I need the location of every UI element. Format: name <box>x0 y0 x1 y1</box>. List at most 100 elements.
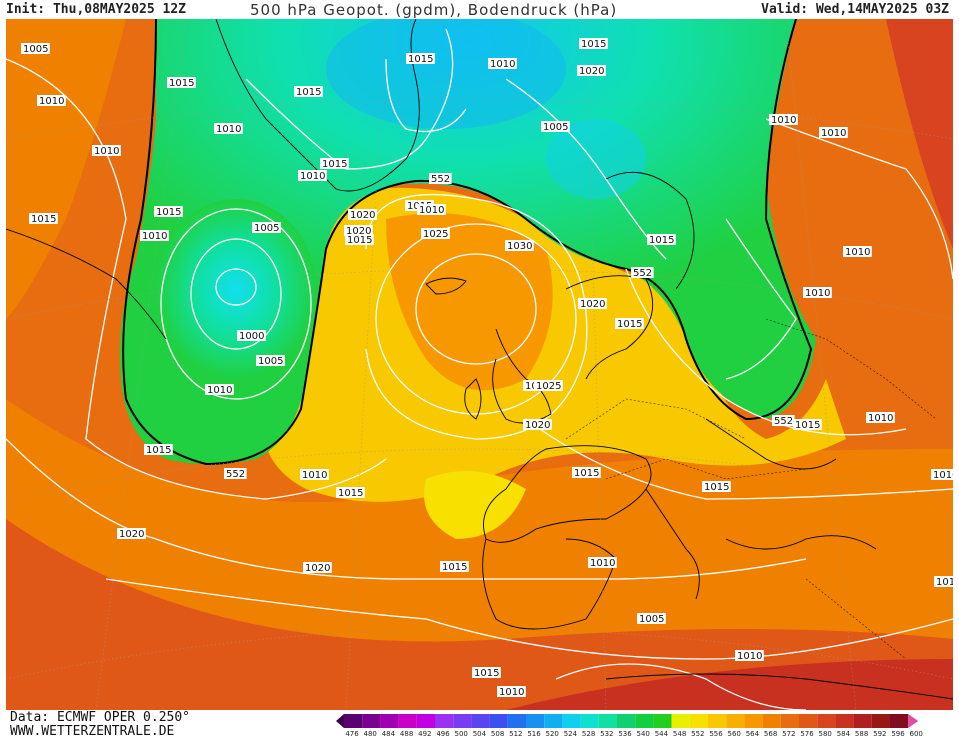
isobar-label: 1010 <box>216 124 241 135</box>
scale-swatch <box>398 714 417 728</box>
scale-tick-label: 532 <box>600 730 614 738</box>
scale-swatch <box>507 714 526 728</box>
scale-tick-label: 512 <box>509 730 523 738</box>
contour-label-552: 552 <box>226 469 245 480</box>
scale-swatch <box>744 714 763 728</box>
scale-swatch <box>362 714 381 728</box>
isobar-label: 1005 <box>543 122 568 133</box>
scale-swatch <box>526 714 545 728</box>
scale-swatch <box>635 714 654 728</box>
isobar-label: 1010 <box>142 231 167 242</box>
isobar-label: 1010 <box>419 205 444 216</box>
isobar-label: 1010 <box>933 470 953 481</box>
scale-tick-label: 504 <box>472 730 487 738</box>
scale-tick-label: 508 <box>490 730 505 738</box>
isobar-label-box <box>440 561 469 572</box>
isobar-label: 1015 <box>704 482 729 493</box>
isobar-label-box <box>421 228 450 239</box>
isobar-label-box <box>843 246 872 257</box>
map-title: 500 hPa Geopot. (gpdm), Bodendruck (hPa) <box>250 1 618 19</box>
isobar-label-box <box>637 613 666 624</box>
isobar-label: 1020 <box>119 529 144 540</box>
isobar-label-box <box>237 330 266 341</box>
scale-swatch <box>453 714 472 728</box>
scale-swatch <box>416 714 435 728</box>
color-scale-bar <box>336 714 919 728</box>
isobar-label: 1010 <box>936 577 953 588</box>
scale-tick-label: 496 <box>436 730 450 738</box>
isobar-label: 1015 <box>574 468 599 479</box>
isobar-label-box <box>472 667 501 678</box>
scale-swatch <box>617 714 636 728</box>
scale-swatch <box>544 714 563 728</box>
scale-tick-label: 492 <box>418 730 432 738</box>
scale-swatch <box>689 714 708 728</box>
isobar-label-box <box>298 170 327 181</box>
isobar-label: 1010 <box>499 687 524 698</box>
scale-tick-label: 540 <box>636 730 650 738</box>
isobar-label-box <box>21 43 50 54</box>
isobar-label: 1010 <box>302 470 327 481</box>
trough-north <box>120 19 816 464</box>
scale-tick-label: 588 <box>854 730 869 738</box>
scale-tick-label: 484 <box>381 730 396 738</box>
isobar-label-box <box>588 557 617 568</box>
isobar-label-box <box>429 173 452 184</box>
scale-tick-label: 476 <box>345 730 359 738</box>
isobar-label: 1015 <box>617 319 642 330</box>
scale-swatch <box>853 714 872 728</box>
isobar-label: 1015 <box>146 445 171 456</box>
isobar-label-box <box>497 686 526 697</box>
scale-swatch <box>726 714 745 728</box>
isobar-label: 1010 <box>737 651 762 662</box>
low-center <box>156 199 316 379</box>
init-time: Init: Thu,08MAY2025 12Z <box>6 2 187 17</box>
isobar-label-box <box>345 234 374 245</box>
valid-time: Valid: Wed,14MAY2025 03Z <box>761 2 949 17</box>
isobar-label-box <box>348 209 377 220</box>
isobar-label: 1015 <box>169 78 194 89</box>
scale-tick-label: 592 <box>873 730 887 738</box>
isobar-label: 1015 <box>347 235 372 246</box>
isobar-label-box <box>577 65 606 76</box>
isobar-label: 1020 <box>579 66 604 77</box>
scale-tick-label: 480 <box>363 730 377 738</box>
scale-tick-label: 488 <box>399 730 414 738</box>
scale-arrow-left <box>336 714 344 728</box>
graticule <box>6 19 953 710</box>
scale-tick-label: 524 <box>563 730 578 738</box>
isobar-label-box <box>256 355 285 366</box>
source-credit: Data: ECMWF OPER 0.250° WWW.WETTERZENTRA… <box>10 711 190 739</box>
isobar-label-box <box>224 468 247 479</box>
isobar-label-box <box>336 487 365 498</box>
isobar-label-box <box>252 222 281 233</box>
band-584 <box>6 519 953 710</box>
scale-tick-label: 536 <box>618 730 632 738</box>
band-west <box>6 19 126 319</box>
isobar-label: 1010 <box>845 247 870 258</box>
scale-swatch <box>708 714 727 728</box>
isobar-label-box <box>934 576 953 587</box>
scale-swatch <box>835 714 854 728</box>
scale-tick-label: 564 <box>745 730 760 738</box>
scale-swatch <box>653 714 672 728</box>
isobar-label-box <box>523 419 552 430</box>
isobar-label: 1025 <box>423 229 448 240</box>
scale-swatch <box>780 714 799 728</box>
scale-swatch <box>380 714 399 728</box>
isobar-label: 1020 <box>346 226 371 237</box>
scale-swatch <box>562 714 581 728</box>
isobar-label: 1020 <box>580 299 605 310</box>
isobar-label-box <box>541 121 570 132</box>
map-footer: Data: ECMWF OPER 0.250° WWW.WETTERZENTRA… <box>0 711 959 741</box>
scale-swatch <box>598 714 617 728</box>
scale-tick-label: 500 <box>454 730 468 738</box>
isobar-label-box <box>117 528 146 539</box>
isobar-label-box <box>488 58 517 69</box>
isobar-label-box <box>572 467 601 478</box>
scale-swatch <box>817 714 836 728</box>
isobar-label: 1010 <box>590 558 615 569</box>
scale-tick-label: 576 <box>800 730 814 738</box>
isobars <box>6 28 953 710</box>
